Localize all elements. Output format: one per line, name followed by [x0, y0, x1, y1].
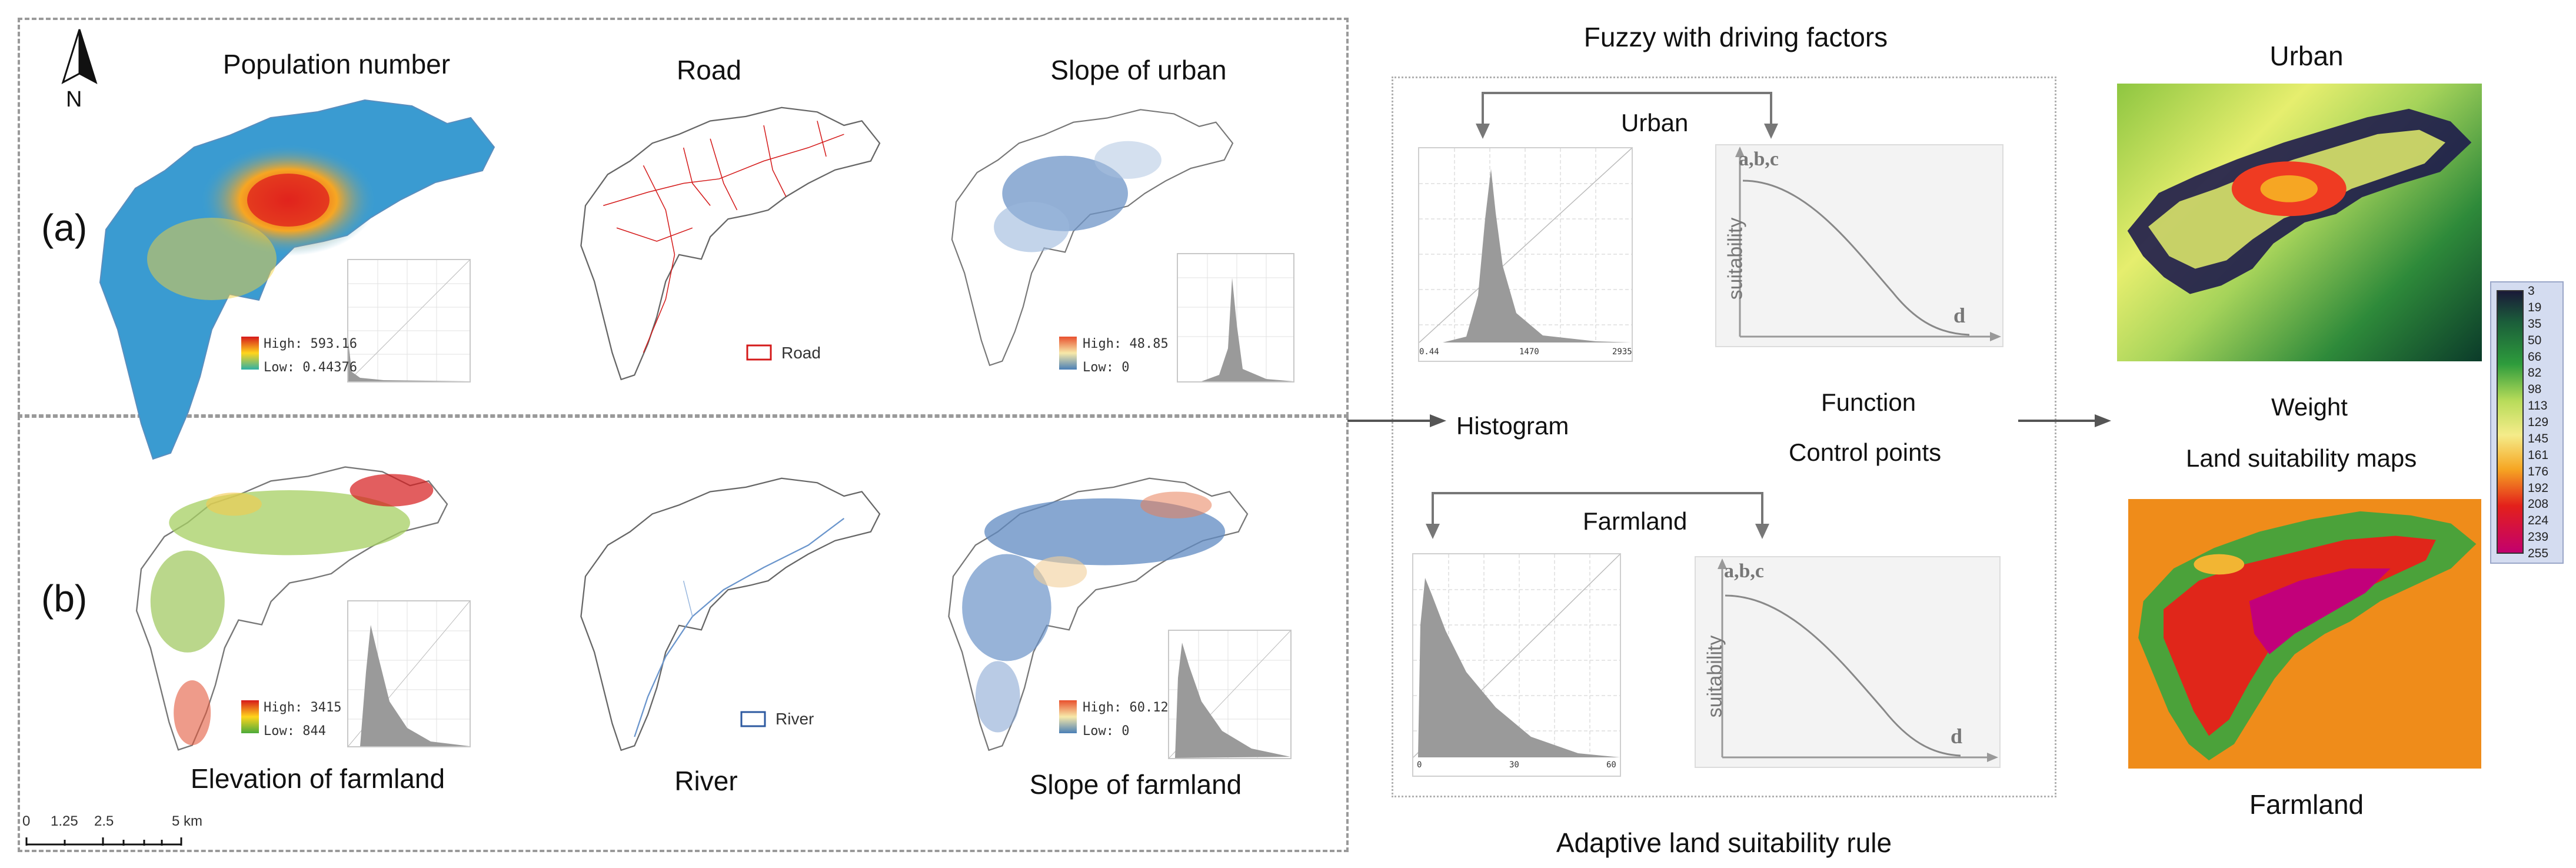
- road-map: [580, 107, 881, 380]
- urban-label: Urban: [1621, 109, 1689, 137]
- colorbar-label: 145: [2528, 431, 2549, 445]
- histogram-label: Histogram: [1456, 412, 1569, 440]
- colorbar-label: 192: [2528, 481, 2549, 495]
- scale-tick-1: 1.25: [51, 813, 78, 829]
- population-legend-swatch: [241, 337, 259, 370]
- slope-urban-map: [951, 109, 1234, 366]
- control-points-label: Control points: [1789, 438, 1942, 466]
- scale-bar: [25, 837, 182, 846]
- colorbar-label: 35: [2528, 317, 2542, 331]
- colorbar-label: 255: [2528, 547, 2549, 560]
- farmland-curve-x-label: d: [1951, 724, 1963, 748]
- colorbar-label: 66: [2528, 350, 2542, 364]
- urban-curve-points: a,b,c: [1739, 148, 1779, 170]
- function-label: Function: [1821, 388, 1916, 416]
- population-legend-low: Low: 0.44376: [264, 360, 357, 375]
- elevation-legend-low: Low: 844: [264, 724, 326, 739]
- arrow-left-to-middle: [1347, 414, 1446, 427]
- elevation-legend-swatch: [241, 700, 259, 733]
- farm-hist-tick-0: 0: [1417, 760, 1422, 770]
- map-title-slope-farmland: Slope of farmland: [1029, 769, 1242, 800]
- colorbar-label: 113: [2528, 399, 2548, 413]
- population-histogram: [347, 259, 471, 383]
- slope-urban-legend-high: High: 48.85: [1083, 337, 1169, 351]
- slope-farmland-legend-swatch: [1059, 700, 1077, 733]
- slope-farmland-histogram: [1168, 630, 1292, 759]
- urban-connector: [1476, 92, 1778, 139]
- map-title-elevation-farmland: Elevation of farmland: [190, 763, 445, 794]
- fuzzy-title: Fuzzy with driving factors: [1583, 22, 1888, 52]
- land-suitability-maps-label: Land suitability maps: [2186, 444, 2417, 472]
- urban-curve-y-label: suitability: [1724, 217, 1747, 300]
- weight-label: Weight: [2271, 393, 2348, 421]
- colorbar-label: 239: [2528, 530, 2549, 544]
- arrow-middle-to-right: [2018, 414, 2111, 427]
- adaptive-rule-footer: Adaptive land suitability rule: [1556, 827, 1892, 858]
- farmland-map-title: Farmland: [2249, 789, 2364, 820]
- north-label: N: [66, 87, 82, 112]
- colorbar-legend: 3 19 35 50 66 82 98 113 129 145 161 176 192 208 224 239…: [2490, 281, 2564, 564]
- slope-urban-legend-low: Low: 0: [1083, 360, 1130, 375]
- farmland-function-chart: [1695, 556, 2001, 768]
- colorbar-label: 50: [2528, 333, 2542, 347]
- scale-tick-0: 0: [22, 813, 31, 829]
- map-title-river: River: [674, 766, 738, 796]
- colorbar-label: 224: [2528, 514, 2549, 528]
- colorbar-label: 82: [2528, 366, 2542, 380]
- colorbar-label: 129: [2528, 415, 2549, 429]
- slope-urban-legend-swatch: [1059, 337, 1077, 370]
- urban-hist-tick-1: 1470: [1519, 347, 1539, 357]
- road-legend-swatch: [746, 344, 772, 361]
- map-title-road: Road: [677, 55, 741, 85]
- slope-farmland-map: [948, 477, 1249, 751]
- farmland-curve-points: a,b,c: [1724, 560, 1764, 582]
- farmland-label: Farmland: [1583, 507, 1688, 535]
- elevation-histogram: [347, 600, 471, 747]
- farmland-connector: [1426, 492, 1769, 539]
- urban-hist-tick-0: 0.44: [1419, 347, 1439, 357]
- map-title-slope-urban: Slope of urban: [1050, 55, 1227, 85]
- slope-farmland-legend-low: Low: 0: [1083, 724, 1130, 739]
- urban-suitability-map: [2117, 84, 2482, 361]
- slope-farmland-legend-high: High: 60.12: [1083, 700, 1169, 715]
- farmland-suitability-map: [2128, 499, 2481, 769]
- farmland-histogram: [1412, 553, 1621, 777]
- urban-histogram: [1418, 147, 1633, 362]
- colorbar-ramp: [2497, 290, 2524, 554]
- colorbar-label: 176: [2528, 464, 2549, 478]
- colorbar-label: 98: [2528, 383, 2542, 397]
- map-title-population: Population number: [222, 49, 451, 79]
- urban-map-title: Urban: [2269, 41, 2344, 71]
- river-legend-label: River: [776, 710, 814, 728]
- panel-a-label: (a): [41, 207, 88, 249]
- panel-b-label: (b): [41, 577, 88, 620]
- slope-urban-histogram: [1177, 253, 1294, 383]
- scale-tick-3: 5 km: [172, 813, 203, 829]
- river-legend-swatch: [740, 711, 766, 727]
- elevation-legend-high: High: 3415: [264, 700, 342, 715]
- colorbar-label: 161: [2528, 448, 2549, 462]
- elevation-farmland-map: [135, 466, 448, 751]
- colorbar-label: 19: [2528, 300, 2542, 314]
- farm-hist-tick-2: 60: [1606, 760, 1616, 770]
- population-legend-high: High: 593.16: [264, 337, 357, 351]
- fuzzy-box: [1392, 77, 2056, 797]
- farm-hist-tick-1: 30: [1509, 760, 1519, 770]
- colorbar-label: 3: [2528, 284, 2535, 298]
- panel-b-box: [18, 415, 1349, 852]
- colorbar-label: 208: [2528, 497, 2549, 511]
- urban-curve-x-label: d: [1953, 304, 1966, 327]
- urban-function-chart: [1715, 144, 2003, 347]
- farmland-curve-y-label: suitability: [1703, 635, 1726, 718]
- colorbar-labels: 3 19 35 50 66 82 98 113 129 145 161 176 192 208 224 239…: [2528, 284, 2563, 560]
- urban-hist-tick-2: 2935: [1612, 347, 1632, 357]
- road-legend-label: Road: [781, 344, 821, 362]
- population-map: [99, 99, 495, 460]
- river-map: [580, 477, 881, 751]
- north-arrow-icon: [61, 29, 98, 85]
- scale-tick-2: 2.5: [94, 813, 114, 829]
